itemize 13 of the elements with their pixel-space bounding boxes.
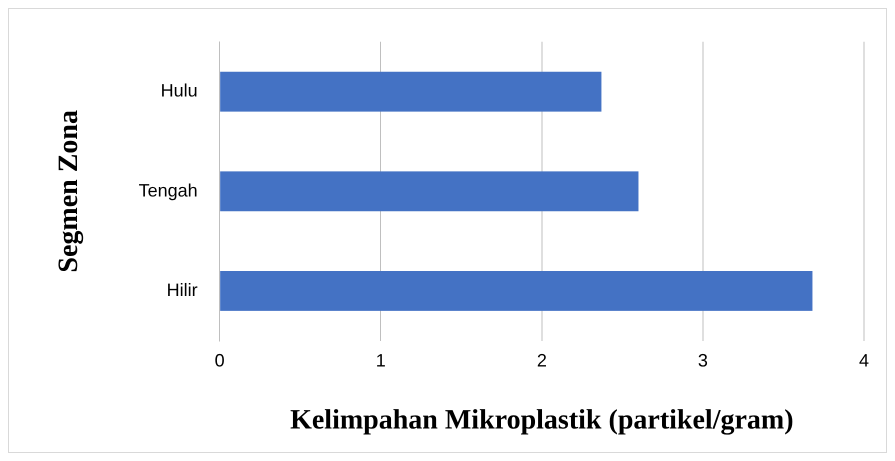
x-tick-label: 4 xyxy=(858,350,870,371)
x-tick-label: 1 xyxy=(376,350,386,371)
y-axis-title: Segmen Zona xyxy=(53,110,84,273)
bar xyxy=(220,72,602,112)
y-tick-label: Hulu xyxy=(160,80,198,101)
y-tick-label: Tengah xyxy=(138,180,198,200)
y-tick-label: Hilir xyxy=(166,280,198,300)
x-tick-label: 3 xyxy=(698,350,708,371)
bar xyxy=(220,171,638,212)
x-tick-label: 0 xyxy=(214,350,225,371)
bar xyxy=(220,271,812,311)
x-axis-title: Kelimpahan Mikroplastik (partikel/gram) xyxy=(290,404,794,436)
x-tick-label: 2 xyxy=(536,350,547,371)
